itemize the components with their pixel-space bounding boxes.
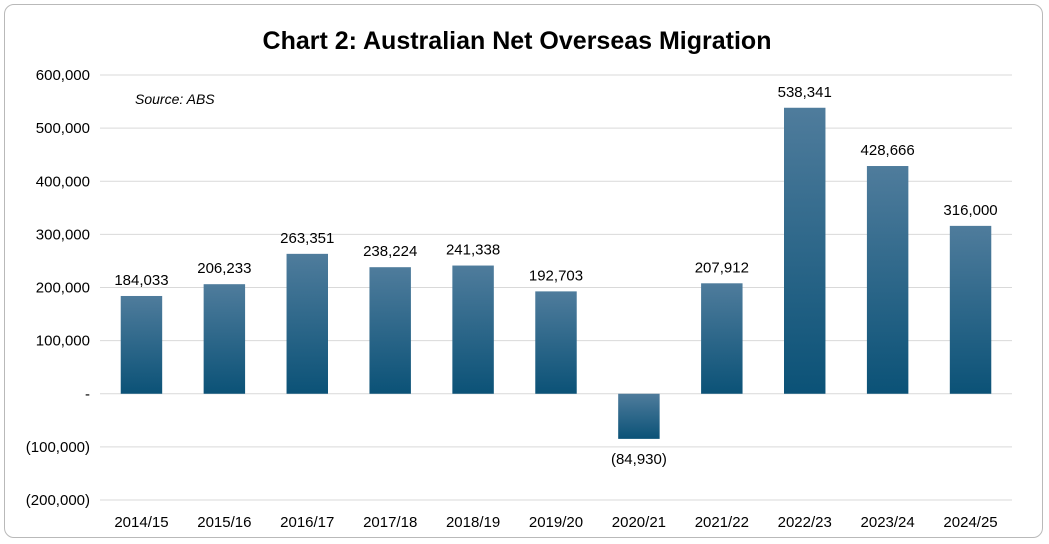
- data-label: 316,000: [943, 202, 997, 219]
- y-tick-label: 300,000: [36, 226, 90, 243]
- x-tick-label: 2018/19: [446, 514, 500, 531]
- x-tick-label: 2023/24: [861, 514, 915, 531]
- x-tick-label: 2022/23: [778, 514, 832, 531]
- y-tick-label: (200,000): [26, 492, 90, 509]
- data-label: 428,666: [861, 142, 915, 159]
- bar: [784, 107, 826, 394]
- y-tick-label: 100,000: [36, 333, 90, 350]
- bar: [535, 291, 577, 394]
- data-label: 538,341: [778, 84, 832, 101]
- x-tick-label: 2017/18: [363, 514, 417, 531]
- y-axis-ticks: 600,000 500,000 400,000 300,000 200,000 100,0…: [26, 67, 90, 509]
- data-labels: 184,033 206,233 263,351 238,224 241,338 192,7…: [114, 84, 997, 468]
- y-tick-label: 400,000: [36, 173, 90, 190]
- y-tick-label: (100,000): [26, 439, 90, 456]
- x-tick-label: 2024/25: [943, 514, 997, 531]
- bar: [286, 253, 328, 394]
- x-tick-label: 2019/20: [529, 514, 583, 531]
- x-axis-ticks: 2014/15 2015/16 2016/17 2017/18 2018/19 2019/…: [114, 514, 997, 531]
- data-label: 206,233: [197, 260, 251, 277]
- y-tick-label: -: [85, 386, 90, 403]
- bar: [701, 283, 743, 394]
- y-tick-label: 500,000: [36, 120, 90, 137]
- x-tick-label: 2014/15: [114, 514, 168, 531]
- bar: [369, 267, 411, 394]
- data-label: 263,351: [280, 230, 334, 247]
- bar: [203, 284, 246, 394]
- data-label: 207,912: [695, 259, 749, 276]
- bar: [120, 295, 163, 394]
- data-label: 238,224: [363, 243, 417, 260]
- x-tick-label: 2021/22: [695, 514, 749, 531]
- x-tick-label: 2015/16: [197, 514, 251, 531]
- x-tick-label: 2016/17: [280, 514, 334, 531]
- data-label: (84,930): [611, 451, 667, 468]
- bar: [866, 166, 909, 394]
- source-note: Source: ABS: [135, 91, 215, 107]
- bar: [949, 225, 992, 394]
- x-tick-label: 2020/21: [612, 514, 666, 531]
- data-label: 184,033: [114, 272, 168, 289]
- bars: [120, 107, 992, 439]
- data-label: 192,703: [529, 267, 583, 284]
- y-tick-label: 600,000: [36, 67, 90, 84]
- bar: [452, 265, 494, 394]
- data-label: 241,338: [446, 242, 500, 259]
- y-tick-label: 200,000: [36, 280, 90, 297]
- chart-title: Chart 2: Australian Net Overseas Migrati…: [263, 27, 772, 55]
- bar: [618, 393, 660, 439]
